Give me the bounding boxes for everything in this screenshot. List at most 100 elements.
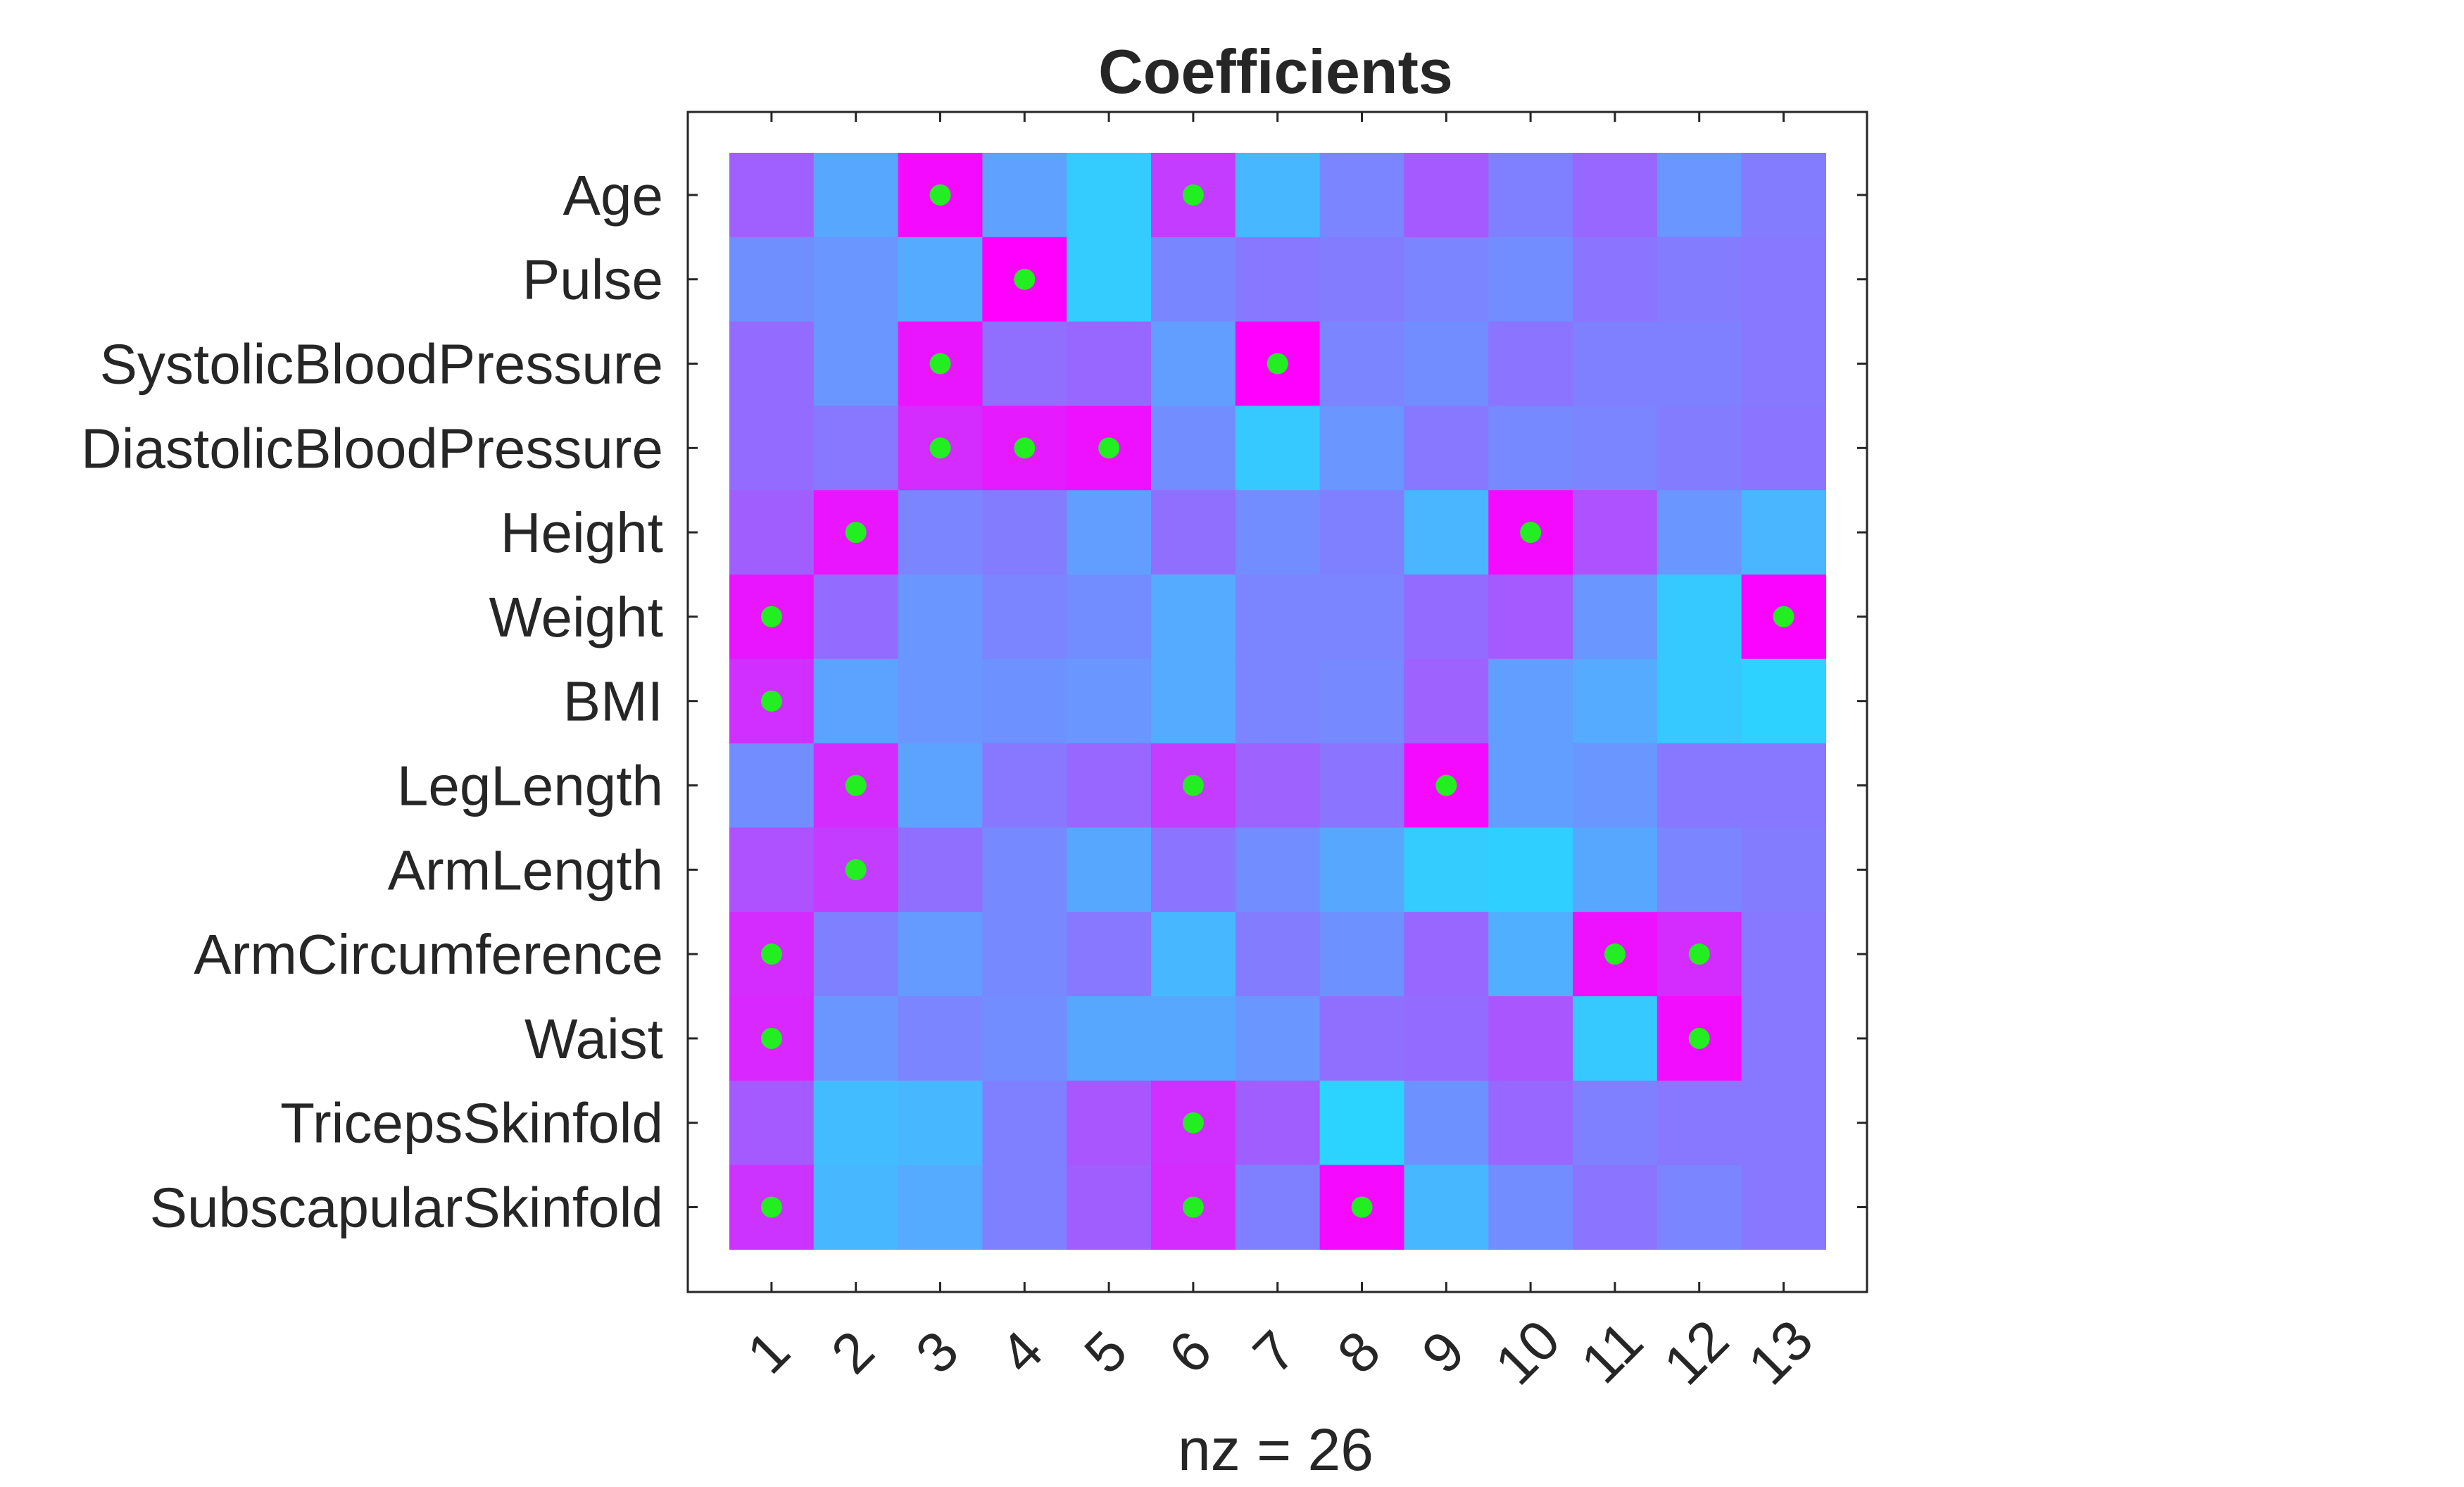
heatmap-cell bbox=[1657, 743, 1742, 828]
heatmap-cell bbox=[813, 658, 899, 744]
heatmap-cell bbox=[1151, 406, 1236, 491]
heatmap-cell bbox=[729, 153, 815, 238]
heatmap-cell bbox=[1319, 153, 1404, 238]
heatmap-cell bbox=[1067, 321, 1152, 406]
heatmap-cell bbox=[1235, 743, 1321, 828]
y-tick-label: Weight bbox=[489, 586, 663, 648]
heatmap-cell bbox=[898, 237, 983, 322]
heatmap-cell bbox=[1573, 406, 1658, 491]
heatmap-cell bbox=[1488, 658, 1573, 744]
heatmap-cell bbox=[1235, 827, 1321, 912]
heatmap-cell bbox=[729, 490, 815, 575]
nonzero-marker bbox=[760, 1196, 782, 1218]
heatmap-cell bbox=[813, 153, 899, 238]
heatmap-cell bbox=[1404, 490, 1489, 575]
heatmap-cells bbox=[729, 153, 1826, 1250]
heatmap-cell bbox=[729, 743, 815, 828]
y-tick-label: SubscapularSkinfold bbox=[150, 1177, 663, 1239]
heatmap-cell bbox=[1404, 912, 1489, 997]
heatmap-cell bbox=[1319, 827, 1404, 912]
heatmap-cell bbox=[982, 153, 1067, 238]
heatmap-cell bbox=[982, 321, 1067, 406]
nonzero-marker bbox=[1182, 1196, 1204, 1218]
heatmap-cell bbox=[1404, 237, 1489, 322]
heatmap-cell bbox=[1404, 406, 1489, 491]
heatmap-cell bbox=[982, 1080, 1067, 1166]
heatmap-cell bbox=[1488, 153, 1573, 238]
heatmap-cell bbox=[1235, 1080, 1321, 1166]
axis-ticks bbox=[688, 112, 1867, 1292]
heatmap-cell bbox=[1488, 237, 1573, 322]
nonzero-marker bbox=[929, 184, 951, 206]
heatmap-cell bbox=[898, 490, 983, 575]
heatmap-cell bbox=[1741, 490, 1826, 575]
heatmap-cell bbox=[1573, 321, 1658, 406]
heatmap-cell bbox=[1235, 912, 1321, 997]
nonzero-marker bbox=[1688, 1027, 1710, 1049]
heatmap-cell bbox=[1404, 996, 1489, 1081]
heatmap-cell bbox=[1067, 153, 1152, 238]
heatmap-cell bbox=[1067, 575, 1152, 660]
heatmap-cell bbox=[982, 658, 1067, 744]
chart-title: Coefficients bbox=[1098, 37, 1453, 106]
heatmap-cell bbox=[1067, 827, 1152, 912]
heatmap-cell bbox=[1151, 658, 1236, 744]
heatmap-cell bbox=[1741, 1080, 1826, 1166]
heatmap-cell bbox=[1067, 1165, 1152, 1250]
nonzero-marker bbox=[845, 859, 867, 881]
heatmap-cell bbox=[1235, 575, 1321, 660]
heatmap-cell bbox=[1573, 237, 1658, 322]
heatmap-cell bbox=[1404, 827, 1489, 912]
heatmap-cell bbox=[982, 912, 1067, 997]
heatmap-cell bbox=[1235, 406, 1321, 491]
heatmap-cell bbox=[1151, 996, 1236, 1081]
heatmap-cell bbox=[1741, 912, 1826, 997]
heatmap-cell bbox=[1573, 658, 1658, 744]
heatmap-cell bbox=[1151, 321, 1236, 406]
heatmap-cell bbox=[1404, 153, 1489, 238]
y-tick-label: DiastolicBloodPressure bbox=[81, 417, 663, 479]
heatmap-cell bbox=[898, 912, 983, 997]
heatmap-cell bbox=[1657, 153, 1742, 238]
heatmap-cell bbox=[1657, 827, 1742, 912]
nonzero-marker bbox=[1604, 943, 1626, 965]
heatmap-cell bbox=[1235, 153, 1321, 238]
heatmap-cell bbox=[982, 490, 1067, 575]
nonzero-markers bbox=[760, 184, 1794, 1218]
y-tick-label: Pulse bbox=[522, 249, 663, 311]
heatmap-cell bbox=[1235, 658, 1321, 744]
y-tick-label: TricepsSkinfold bbox=[280, 1092, 663, 1155]
nonzero-marker bbox=[760, 606, 782, 627]
heatmap-cell bbox=[1741, 827, 1826, 912]
heatmap-cell bbox=[1067, 490, 1152, 575]
nonzero-marker bbox=[845, 774, 867, 796]
heatmap-cell bbox=[982, 1165, 1067, 1250]
heatmap-cell bbox=[1573, 153, 1658, 238]
heatmap-cell bbox=[1067, 912, 1152, 997]
heatmap-cell bbox=[1067, 1080, 1152, 1166]
heatmap-cell bbox=[729, 1080, 815, 1166]
heatmap-cell bbox=[1404, 1080, 1489, 1166]
heatmap-cell bbox=[1151, 237, 1236, 322]
nonzero-marker bbox=[760, 690, 782, 712]
heatmap-cell bbox=[1319, 1080, 1404, 1166]
heatmap-cell bbox=[1404, 575, 1489, 660]
heatmap-cell bbox=[813, 406, 899, 491]
y-tick-label: Height bbox=[501, 501, 663, 564]
heatmap-cell bbox=[1151, 490, 1236, 575]
y-tick-label: LegLength bbox=[397, 755, 663, 817]
heatmap-cell bbox=[898, 658, 983, 744]
heatmap-cell bbox=[729, 827, 815, 912]
heatmap-cell bbox=[898, 827, 983, 912]
heatmap-cell bbox=[1319, 237, 1404, 322]
heatmap-cell bbox=[1657, 406, 1742, 491]
heatmap-cell bbox=[813, 996, 899, 1081]
heatmap-cell bbox=[1573, 575, 1658, 660]
heatmap-cell bbox=[1657, 237, 1742, 322]
y-tick-label: ArmLength bbox=[388, 839, 663, 901]
heatmap-cell bbox=[1488, 827, 1573, 912]
nonzero-marker bbox=[929, 353, 951, 375]
heatmap-cell bbox=[1488, 1165, 1573, 1250]
